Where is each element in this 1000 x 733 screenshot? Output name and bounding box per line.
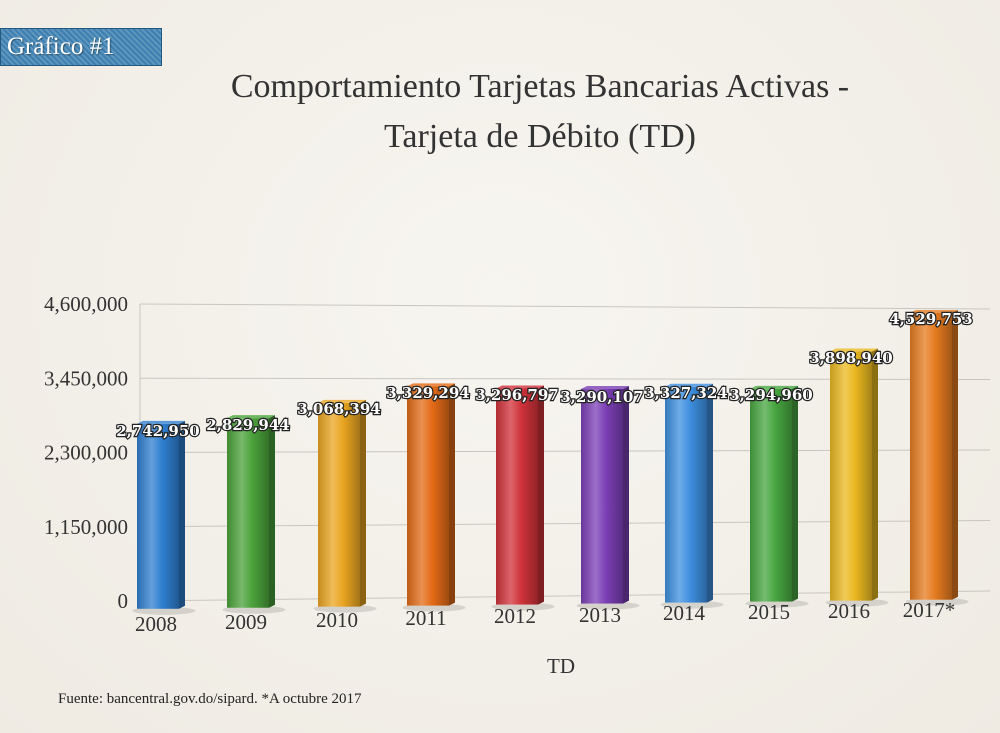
bar (318, 402, 360, 607)
data-label: 3,068,394 (297, 400, 381, 418)
bar-top (496, 385, 544, 389)
bar (910, 312, 952, 600)
bar-top (665, 383, 713, 387)
data-label: 3,898,940 (809, 349, 893, 367)
x-tick-label: 2017* (903, 598, 956, 622)
bar-top (750, 385, 798, 389)
data-label: 2,829,944 (206, 416, 290, 434)
x-tick-label: 2015 (748, 600, 790, 624)
bar-top (581, 385, 629, 389)
gridline (139, 303, 991, 310)
y-tick-label: 2,300,000 (44, 441, 128, 465)
y-tick-label: 4,600,000 (44, 292, 128, 316)
source-note: Fuente: bancentral.gov.do/sipard. *A oct… (58, 691, 362, 707)
data-label: 4,529,753 (889, 310, 973, 328)
bar-side (269, 415, 275, 608)
bar-shadow (825, 598, 889, 607)
bar-side (872, 348, 878, 601)
bar-top (318, 399, 366, 403)
chart-title: Comportamiento Tarjetas Bancarias Activa… (160, 62, 920, 162)
y-tick-label: 0 (118, 589, 129, 613)
data-label: 3,294,960 (729, 386, 813, 404)
bar-top (830, 348, 878, 352)
data-label: 3,296,797 (475, 386, 559, 404)
bar-side (360, 399, 366, 607)
bar-side (792, 385, 798, 602)
bar-side (707, 383, 713, 603)
chart-title-line-2: Tarjeta de Débito (TD) (384, 118, 696, 155)
y-tick-label: 1,150,000 (44, 515, 128, 539)
x-tick-label: 2014 (663, 601, 706, 625)
data-label: 3,329,294 (386, 384, 470, 402)
x-tick-label: 2012 (494, 604, 536, 628)
x-tick-label: 2011 (405, 606, 446, 630)
bar-top (407, 383, 455, 387)
bar (830, 351, 872, 601)
x-tick-label: 2008 (135, 612, 177, 636)
bar (227, 418, 269, 608)
bar (496, 388, 538, 605)
bar-side (449, 383, 455, 606)
x-tick-label: 2016 (828, 599, 870, 623)
bar-side (179, 420, 185, 609)
data-label: 3,327,324 (644, 384, 728, 402)
bar (581, 388, 623, 604)
bar (750, 388, 792, 602)
bar-top (137, 420, 185, 424)
x-tick-label: 2013 (579, 603, 621, 627)
bar-side (538, 385, 544, 605)
chart-title-line-1: Comportamiento Tarjetas Bancarias Activa… (230, 68, 850, 105)
x-tick-label: 2009 (225, 610, 267, 634)
bar (137, 423, 179, 609)
bar-side (623, 385, 629, 604)
y-tick-label: 3,450,000 (44, 366, 128, 390)
bar (407, 386, 449, 606)
bar-top (227, 415, 275, 419)
data-label: 3,290,107 (560, 388, 644, 406)
data-label: 2,742,950 (116, 422, 200, 440)
bar-side (952, 309, 958, 600)
bar (665, 386, 707, 603)
chart-number-badge: Gráfico #1 (0, 28, 162, 66)
x-tick-label: 2010 (316, 608, 358, 632)
x-axis-title: TD (547, 654, 575, 678)
bar-top (910, 309, 958, 313)
